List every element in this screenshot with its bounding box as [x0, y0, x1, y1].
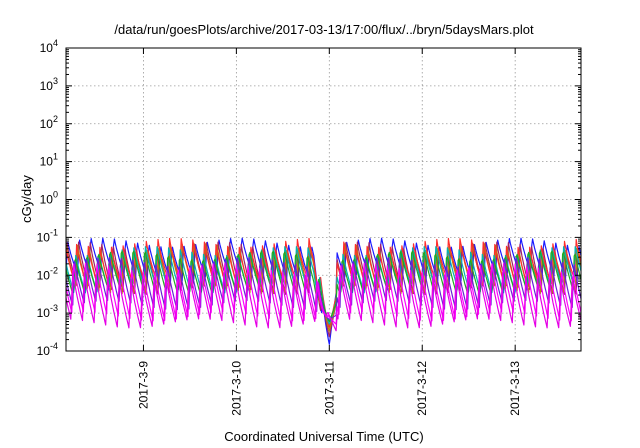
series-layer: [65, 237, 582, 345]
y-tick-label: 10-1: [37, 227, 58, 244]
x-axis-label: Coordinated Universal Time (UTC): [224, 429, 423, 444]
series-line-7: [65, 257, 582, 320]
y-tick-label: 103: [40, 76, 58, 93]
series-line-8: [65, 262, 582, 325]
x-tick-label: 2017-3-13: [508, 361, 522, 416]
chart-title: /data/run/goesPlots/archive/2017-03-13/1…: [114, 22, 534, 37]
x-tick-label: 2017-3-11: [322, 361, 336, 415]
x-tick-label: 2017-3-9: [136, 361, 150, 409]
axis-ticks: [66, 47, 581, 352]
series-line-6: [65, 250, 582, 323]
y-axis-label: cGy/day: [19, 175, 34, 223]
y-tick-label: 10-4: [37, 341, 58, 358]
y-tick-labels: 10-4 10-3 10-2 10-1 100 101 102 103 104: [37, 38, 58, 358]
y-tick-label: 101: [40, 152, 58, 169]
y-tick-label: 10-3: [37, 303, 58, 320]
x-tick-label: 2017-3-12: [415, 361, 429, 416]
x-tick-label: 2017-3-10: [229, 361, 243, 416]
y-tick-label: 104: [40, 38, 58, 55]
y-tick-label: 10-2: [37, 265, 58, 282]
y-tick-label: 102: [40, 114, 58, 131]
x-tick-labels: 2017-3-9 2017-3-10 2017-3-11 2017-3-12 2017-…: [136, 361, 522, 416]
series-line-9: [65, 270, 582, 332]
y-tick-label: 100: [40, 190, 58, 207]
